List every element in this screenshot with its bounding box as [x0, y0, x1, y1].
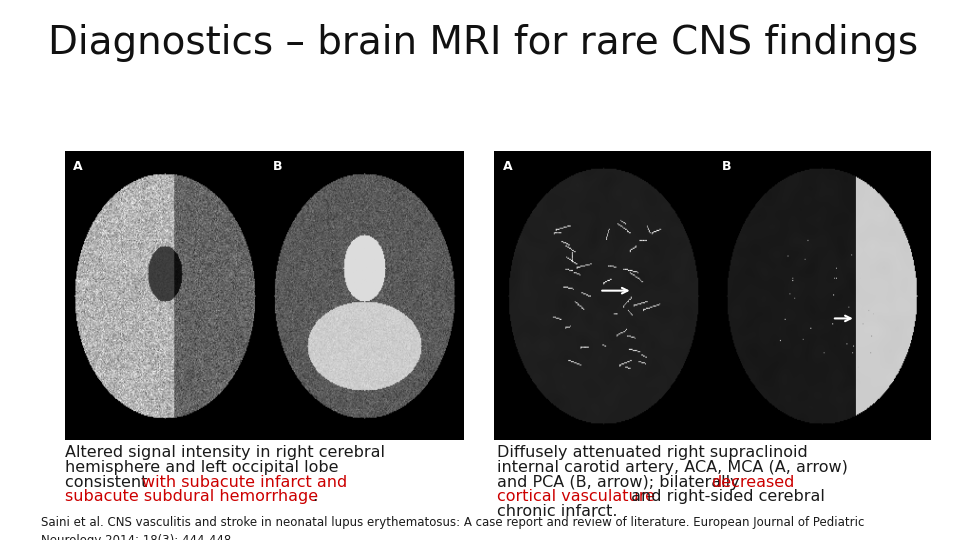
Text: Saini et al. CNS vasculitis and stroke in neonatal lupus erythematosus: A case r: Saini et al. CNS vasculitis and stroke i… [41, 516, 865, 540]
Text: Altered signal intensity in right cerebral: Altered signal intensity in right cerebr… [65, 446, 385, 461]
Text: with subacute infarct and: with subacute infarct and [142, 475, 348, 490]
Text: consistent: consistent [65, 475, 153, 490]
Text: and PCA (B, arrow); bilaterally: and PCA (B, arrow); bilaterally [497, 475, 745, 490]
Text: decreased: decreased [711, 475, 795, 490]
Text: Diagnostics – brain MRI for rare CNS findings: Diagnostics – brain MRI for rare CNS fin… [48, 24, 918, 62]
Text: A: A [503, 160, 513, 173]
Text: .: . [312, 489, 317, 504]
Text: cortical vasculature: cortical vasculature [497, 489, 656, 504]
Text: Diffusely attenuated right supraclinoid: Diffusely attenuated right supraclinoid [497, 446, 808, 461]
Text: B: B [273, 160, 282, 173]
Text: B: B [722, 160, 731, 173]
Text: and right-sided cerebral: and right-sided cerebral [626, 489, 825, 504]
Text: internal carotid artery, ACA, MCA (A, arrow): internal carotid artery, ACA, MCA (A, ar… [497, 460, 848, 475]
Text: A: A [73, 160, 83, 173]
Text: chronic infarct.: chronic infarct. [497, 504, 618, 519]
Text: hemisphere and left occipital lobe: hemisphere and left occipital lobe [65, 460, 339, 475]
Text: subacute subdural hemorrhage: subacute subdural hemorrhage [65, 489, 319, 504]
